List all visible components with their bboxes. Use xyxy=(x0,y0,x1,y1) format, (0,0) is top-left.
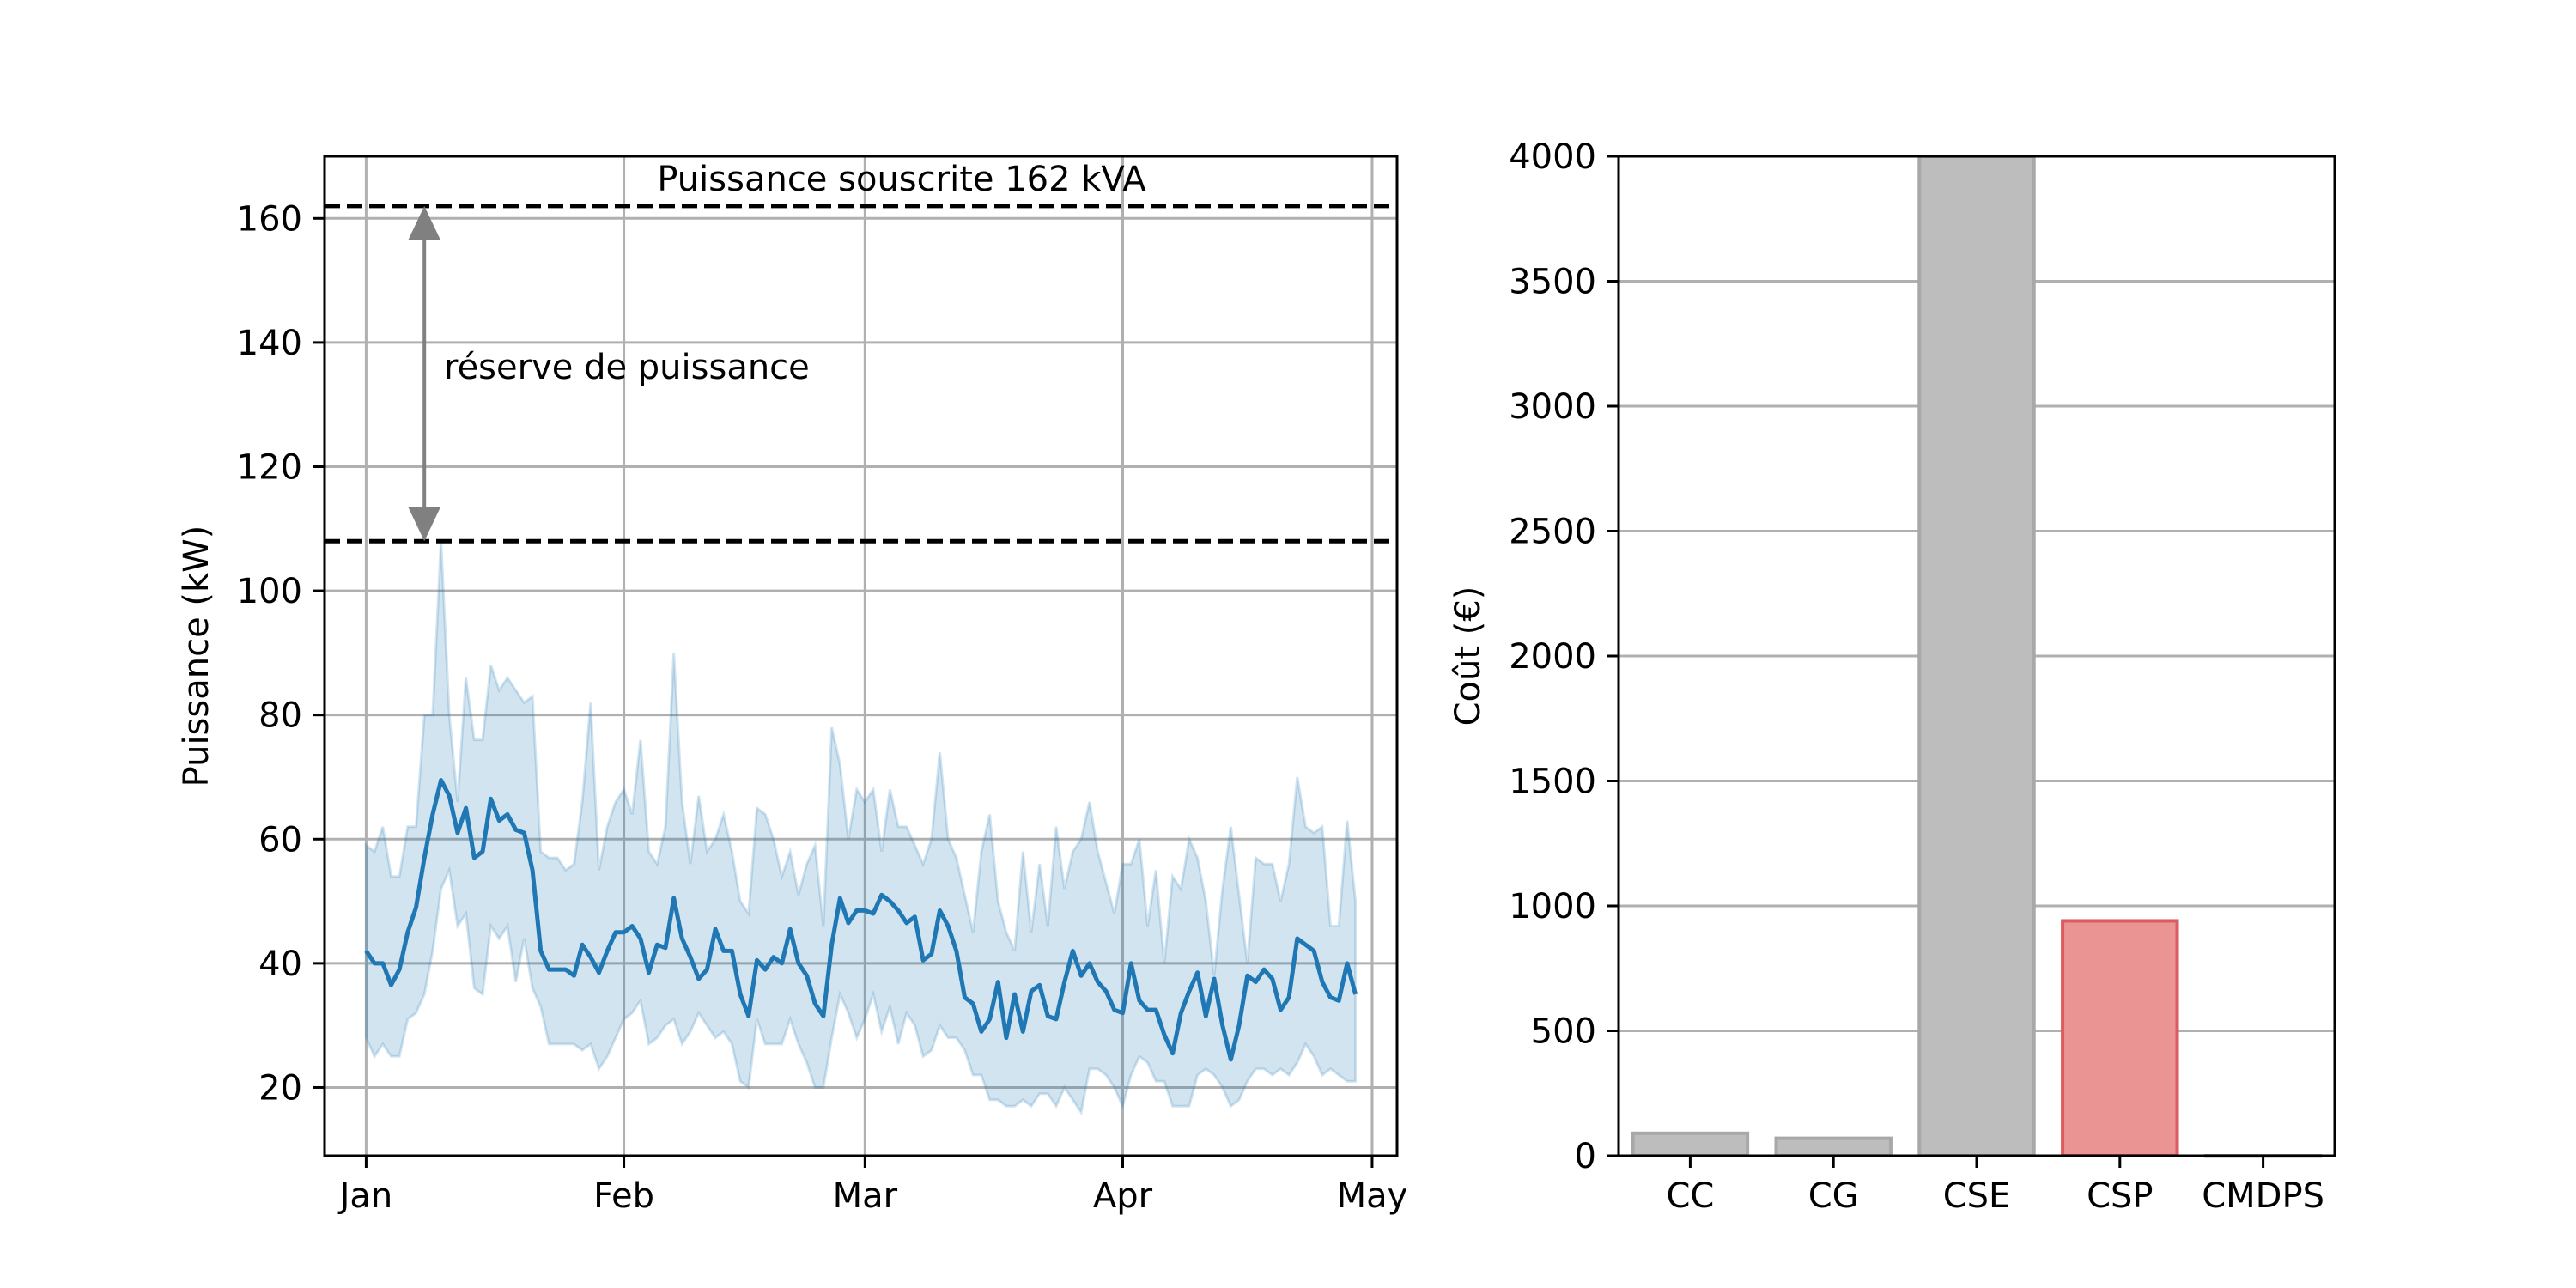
y-tick-label: 100 xyxy=(237,572,302,611)
x-tick-label: CC xyxy=(1666,1176,1714,1216)
line-chart-grid xyxy=(325,156,1397,1156)
x-tick-label: Feb xyxy=(593,1176,654,1216)
bar-chart-x-ticks: CC CG CSE CSP CMDPS xyxy=(1666,1156,2324,1216)
x-tick-label: CSP xyxy=(2087,1176,2153,1216)
y-tick-label: 1500 xyxy=(1509,762,1596,802)
y-tick-label: 40 xyxy=(258,945,302,984)
reserve-double-arrow xyxy=(408,205,441,542)
y-tick-label: 0 xyxy=(1575,1137,1596,1176)
power-reserve-annotation: réserve de puissance xyxy=(444,348,810,387)
power-mean-line xyxy=(364,778,1358,1062)
threshold-lines xyxy=(325,204,1397,544)
y-tick-label: 160 xyxy=(237,199,302,239)
y-tick-label: 2500 xyxy=(1509,513,1596,552)
bar-cg xyxy=(1774,1136,1893,1158)
x-tick-label: CMDPS xyxy=(2202,1176,2324,1216)
power-line-chart: Puissance souscrite 162 kVA réserve de p… xyxy=(177,155,1408,1216)
bar-cc xyxy=(1631,1131,1750,1158)
y-tick-label: 60 xyxy=(258,820,302,860)
y-tick-label: 3500 xyxy=(1509,263,1596,302)
y-tick-label: 120 xyxy=(237,447,302,487)
line-chart-frame xyxy=(323,155,1399,1157)
x-tick-label: Jan xyxy=(337,1176,393,1216)
arrow-head-up-icon xyxy=(408,205,441,240)
subscribed-power-label: Puissance souscrite 162 kVA xyxy=(657,160,1146,199)
y-tick-label: 500 xyxy=(1531,1012,1596,1052)
cost-bars xyxy=(1631,155,2323,1158)
y-tick-label: 2000 xyxy=(1509,637,1596,677)
line-chart-y-axis-label: Puissance (kW) xyxy=(177,526,216,787)
x-tick-label: CG xyxy=(1808,1176,1859,1216)
x-tick-label: Apr xyxy=(1093,1176,1153,1216)
bar-csp xyxy=(2061,919,2179,1157)
bar-chart-y-ticks: 0 500 1000 1500 2000 2500 3000 3500 4000 xyxy=(1509,137,1619,1176)
power-range-band xyxy=(364,541,1358,1116)
y-tick-label: 4000 xyxy=(1509,137,1596,177)
y-tick-label: 80 xyxy=(258,696,302,736)
line-chart-y-ticks: 20 40 60 80 100 120 140 160 xyxy=(237,199,325,1108)
bar-cse xyxy=(1917,155,2036,1157)
cost-bar-chart: CC CG CSE CSP CMDPS 0 500 1000 1500 2000 2500 3000… xyxy=(1449,137,2336,1216)
arrow-head-down-icon xyxy=(408,507,441,542)
line-chart-x-ticks: Jan Feb Mar Apr May xyxy=(337,1156,1408,1216)
x-tick-label: Mar xyxy=(833,1176,898,1216)
y-tick-label: 1000 xyxy=(1509,887,1596,927)
y-tick-label: 20 xyxy=(258,1068,302,1108)
x-tick-label: May xyxy=(1337,1176,1408,1216)
bar-chart-y-axis-label: Coût (€) xyxy=(1449,586,1488,726)
y-tick-label: 3000 xyxy=(1509,387,1596,427)
y-tick-label: 140 xyxy=(237,324,302,363)
x-tick-label: CSE xyxy=(1943,1176,2011,1216)
